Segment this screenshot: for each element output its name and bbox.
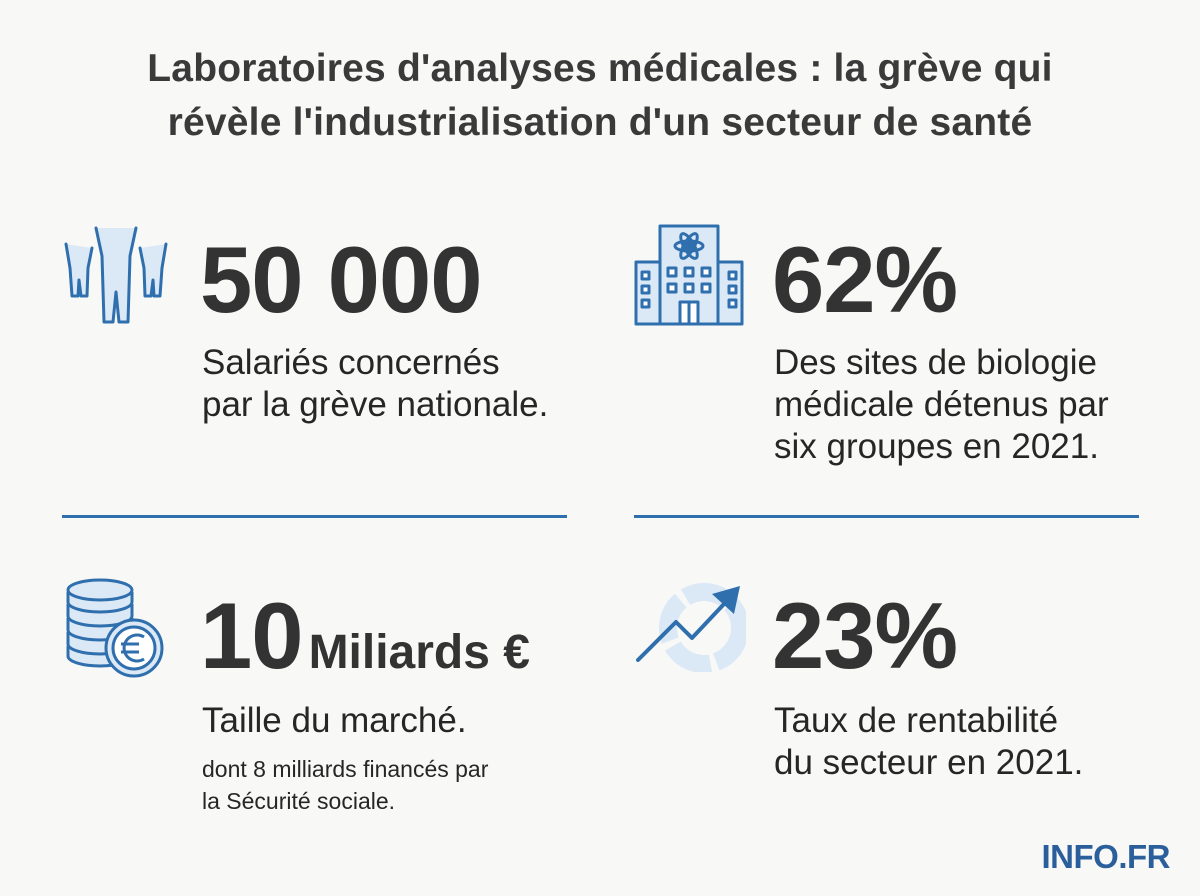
laboratory-building-icon (634, 224, 744, 326)
page-title: Laboratoires d'analyses médicales : la g… (0, 42, 1200, 150)
market-description: Taille du marché. (202, 701, 467, 740)
growth-chart-icon (636, 583, 746, 672)
profitability-description: Taux de rentabilité du secteur en 2021. (774, 700, 1083, 784)
employees-value: 50 000 (200, 227, 483, 332)
brand-logo: INFO.FR (1041, 838, 1171, 875)
sites-desc-line-2: médicale détenus par (774, 385, 1109, 424)
market-value: 10 (200, 583, 304, 688)
coins-euro-icon (66, 578, 164, 678)
sites-description: Des sites de biologie médicale détenus p… (774, 342, 1109, 468)
profitability-value: 23% (772, 583, 958, 688)
sites-value: 62% (772, 227, 958, 332)
title-line-1: Laboratoires d'analyses médicales : la g… (147, 47, 1053, 90)
profitability-desc-line-1: Taux de rentabilité (774, 701, 1059, 740)
divider-right (634, 515, 1139, 518)
people-icon (64, 226, 168, 324)
market-note: dont 8 milliards financés par la Sécurit… (202, 753, 488, 817)
market-unit: Miliards € (308, 626, 530, 679)
sites-desc-line-1: Des sites de biologie (774, 343, 1097, 382)
market-value-line: 10 Miliards € (200, 586, 530, 703)
employees-desc-line-1: Salariés concernés (202, 343, 500, 382)
sites-desc-line-3: six groupes en 2021. (774, 427, 1099, 466)
divider-left (62, 515, 567, 518)
profitability-desc-line-2: du secteur en 2021. (774, 743, 1084, 782)
employees-description: Salariés concernés par la grève national… (202, 342, 548, 426)
title-line-2: révèle l'industrialisation d'un secteur … (167, 101, 1033, 144)
market-note-line-1: dont 8 milliards financés par (202, 756, 489, 782)
market-note-line-2: la Sécurité sociale. (202, 788, 396, 814)
employees-desc-line-2: par la grève nationale. (202, 385, 549, 424)
